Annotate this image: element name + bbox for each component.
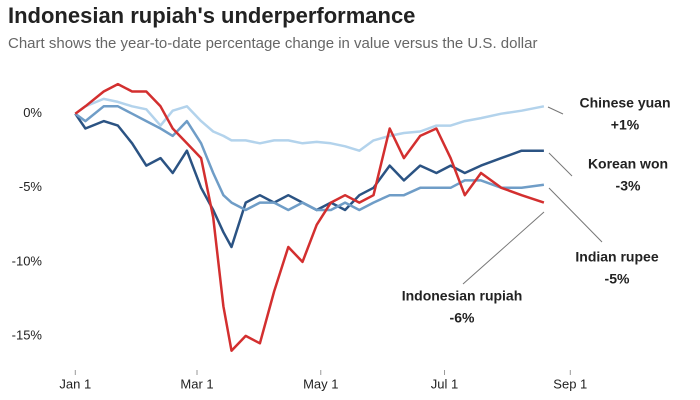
x-tick-label: May 1 — [303, 376, 338, 391]
x-tick-label: Jan 1 — [59, 376, 91, 391]
series-line — [74, 97, 545, 152]
series-change-label: -6% — [450, 310, 475, 326]
chart-title: Indonesian rupiah's underperformance — [8, 3, 415, 28]
y-tick-label: -5% — [19, 179, 43, 194]
x-tick-label: Jul 1 — [431, 376, 458, 391]
y-tick-label: -15% — [12, 327, 43, 342]
leader-line — [462, 211, 545, 285]
x-tick-label: Sep 1 — [553, 376, 587, 391]
series-line — [74, 112, 544, 249]
series-label: Indian rupee — [575, 249, 658, 265]
leader-line — [547, 106, 564, 115]
series-change-label: -3% — [616, 178, 641, 194]
series-label: Indonesian rupiah — [402, 288, 523, 304]
series-line — [74, 82, 545, 352]
leader-line — [548, 187, 603, 243]
y-tick-label: 0% — [23, 105, 42, 120]
leader-line — [548, 152, 573, 177]
y-tick-label: -10% — [12, 253, 43, 268]
chart-subtitle: Chart shows the year-to-date percentage … — [8, 35, 537, 52]
series-change-label: +1% — [611, 117, 640, 133]
series-line — [74, 105, 545, 212]
series-label: Korean won — [588, 156, 668, 172]
series-label: Chinese yuan — [579, 95, 670, 111]
series-change-label: -5% — [605, 271, 630, 287]
x-tick-label: Mar 1 — [180, 376, 213, 391]
